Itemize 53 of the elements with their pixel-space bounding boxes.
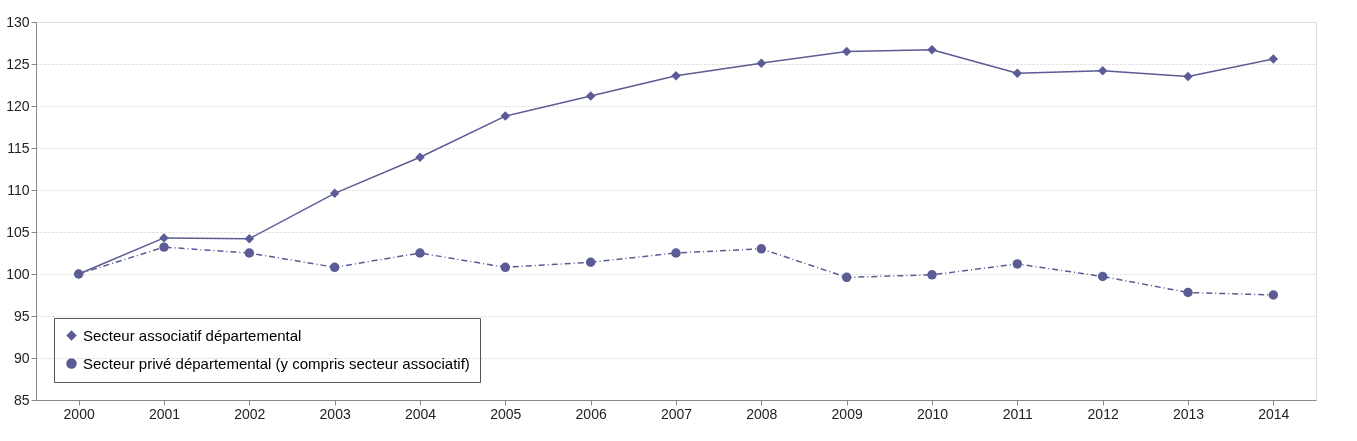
point [415, 248, 425, 258]
x-tick-label: 2002 [234, 405, 266, 422]
y-tick-label: 105 [6, 223, 30, 240]
x-tick-label: 2010 [916, 405, 949, 422]
point [671, 248, 681, 258]
point [927, 44, 937, 55]
point [585, 91, 596, 101]
x-tick-label: 2009 [831, 405, 863, 422]
x-tick-label: 2012 [1087, 405, 1119, 422]
point [500, 262, 511, 273]
point [585, 257, 596, 267]
x-tick-label: 2005 [490, 405, 522, 422]
point [1183, 71, 1193, 82]
x-tick-label: 2003 [319, 405, 351, 422]
x-tick-label: 2004 [404, 405, 437, 422]
point [1097, 271, 1108, 282]
legend-label: Secteur associatif départemental [83, 326, 302, 344]
point [927, 270, 937, 280]
point [329, 188, 340, 199]
x-tick-label: 2011 [1002, 405, 1034, 422]
point [756, 244, 767, 254]
point [1183, 287, 1193, 298]
x-tick-label: 2014 [1258, 405, 1290, 422]
point [756, 58, 767, 68]
point [841, 46, 852, 57]
point [329, 262, 340, 273]
legend-label: Secteur privé départemental (y compris secteur associatif) [83, 354, 470, 372]
y-tick-label: 125 [6, 55, 30, 72]
point [1097, 65, 1108, 76]
x-tick-label: 2013 [1172, 405, 1205, 422]
point [244, 248, 255, 258]
x-tick-label: 2006 [575, 405, 607, 422]
x-tick-label: 2008 [746, 405, 778, 422]
point [1268, 290, 1279, 300]
y-tick-label: 90 [13, 349, 30, 366]
point [671, 71, 681, 81]
y-tick-label: 115 [7, 139, 30, 156]
y-tick-label: 85 [13, 391, 30, 408]
point [500, 111, 511, 121]
x-tick-label: 2007 [660, 405, 693, 422]
point [159, 242, 169, 252]
y-tick-label: 120 [6, 97, 30, 114]
y-tick-label: 110 [7, 181, 30, 198]
point [244, 233, 255, 244]
x-tick-label: 2001 [148, 405, 181, 422]
point [1012, 259, 1023, 269]
y-tick-label: 130 [6, 13, 30, 30]
point [1268, 54, 1279, 64]
x-tick-label: 2000 [63, 405, 95, 422]
y-tick-label: 100 [6, 265, 30, 282]
point [841, 272, 852, 283]
point [1012, 68, 1023, 78]
y-tick-label: 95 [13, 307, 30, 324]
